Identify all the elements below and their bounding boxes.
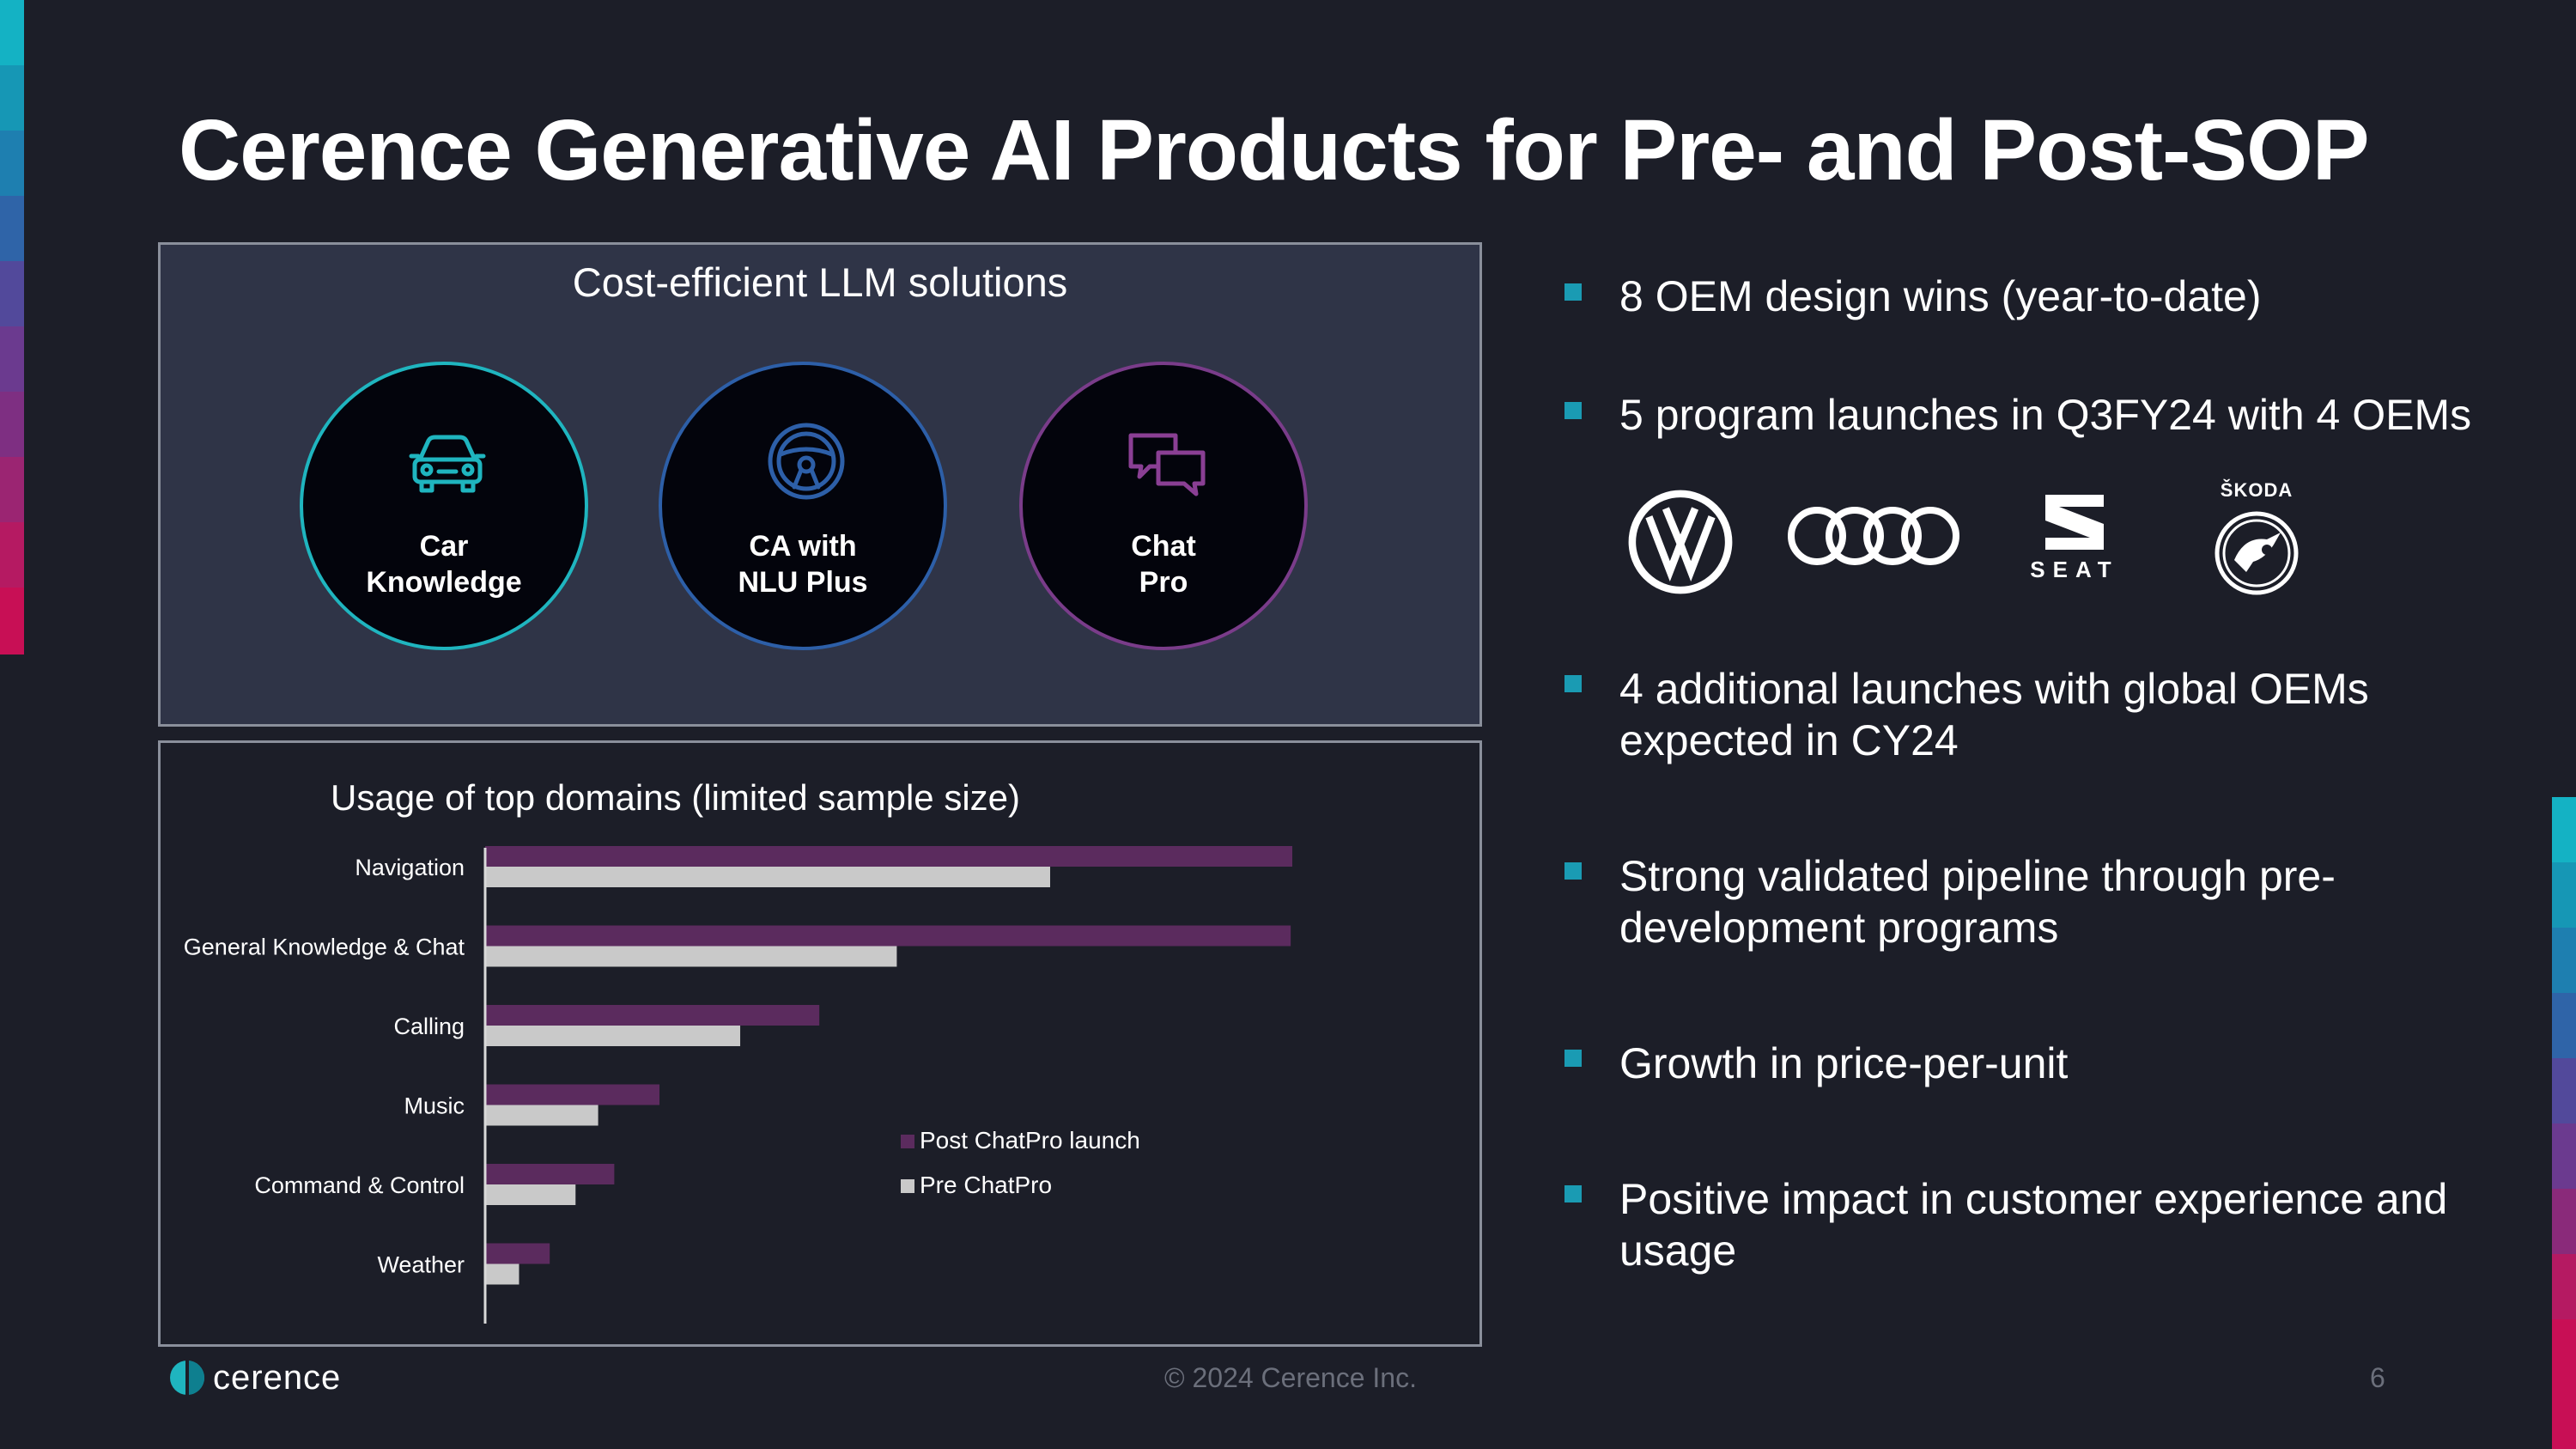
- bullet-marker: [1564, 283, 1582, 301]
- legend-label: Post ChatPro launch: [920, 1127, 1140, 1154]
- bar-pre-chatpro: [485, 1026, 741, 1046]
- product-label: Car Knowledge: [366, 530, 522, 599]
- bar-pre-chatpro: [485, 946, 897, 967]
- legend-label: Pre ChatPro: [920, 1172, 1052, 1198]
- llm-solutions-panel: Cost-efficient LLM solutions Car Knowled…: [158, 242, 1482, 727]
- bar-post-chatpro: [485, 1164, 615, 1184]
- seat-logo: SEAT: [2014, 495, 2135, 582]
- bar-post-chatpro: [485, 1084, 660, 1105]
- bullet-marker: [1564, 675, 1582, 692]
- bullet-marker: [1564, 1185, 1582, 1202]
- skoda-logo: ŠKODA: [2203, 479, 2310, 600]
- seat-wordmark: SEAT: [2030, 557, 2119, 582]
- product-chat-pro: Chat Pro: [1019, 362, 1308, 650]
- bullet-validated-pipeline: Strong validated pipeline through pre-de…: [1619, 852, 2336, 952]
- product-ca-nlu-plus: CA with NLU Plus: [659, 362, 947, 650]
- bar-post-chatpro: [485, 925, 1291, 947]
- bar-post-chatpro: [485, 1005, 820, 1026]
- bullet-marker: [1564, 862, 1582, 880]
- slide-title: Cerence Generative AI Products for Pre- …: [179, 102, 2370, 198]
- skoda-emblem-icon: [2215, 511, 2299, 595]
- category-label: Weather: [377, 1252, 465, 1278]
- product-car-knowledge: Car Knowledge: [300, 362, 588, 650]
- bar-post-chatpro: [485, 1243, 550, 1264]
- seat-emblem-icon: [2045, 495, 2104, 550]
- bar-pre-chatpro: [485, 1263, 519, 1285]
- bar-post-chatpro: [485, 846, 1292, 867]
- legend-swatch: [901, 1135, 914, 1148]
- category-label: Calling: [393, 1014, 465, 1039]
- cerence-logo-icon: [170, 1361, 204, 1395]
- llm-panel-heading: Cost-efficient LLM solutions: [572, 259, 1068, 305]
- bullet-program-launches: 5 program launches in Q3FY24 with 4 OEMs: [1619, 391, 2472, 439]
- vw-logo: [1628, 490, 1733, 594]
- audi-logo: [1788, 507, 1959, 565]
- bullet-marker: [1564, 1050, 1582, 1067]
- footer-copyright: © 2024 Cerence Inc.: [1164, 1362, 1417, 1393]
- bar-pre-chatpro: [485, 1105, 598, 1126]
- category-label: General Knowledge & Chat: [184, 935, 465, 960]
- category-label: Command & Control: [254, 1172, 465, 1198]
- product-label: CA with NLU Plus: [738, 530, 868, 599]
- steering-wheel-icon: [768, 423, 845, 500]
- bar-pre-chatpro: [485, 1184, 576, 1205]
- bar-pre-chatpro: [485, 867, 1050, 887]
- chart-title: Usage of top domains (limited sample siz…: [331, 777, 1021, 818]
- usage-bar-chart: Navigation General Knowledge & Chat Callin…: [184, 846, 1292, 1324]
- bullet-marker: [1564, 402, 1582, 419]
- chat-bubbles-icon: [1128, 433, 1206, 496]
- legend-swatch: [901, 1179, 914, 1193]
- product-label: Chat Pro: [1131, 530, 1196, 599]
- bullet-oem-design-wins: 8 OEM design wins (year-to-date): [1619, 272, 2262, 320]
- cerence-wordmark: cerence: [213, 1359, 342, 1397]
- usage-chart-panel: Usage of top domains (limited sample siz…: [158, 740, 1482, 1347]
- category-label: Navigation: [355, 855, 465, 880]
- bullet-additional-launches: 4 additional launches with global OEMs e…: [1619, 665, 2369, 764]
- bullet-customer-experience: Positive impact in customer experience a…: [1619, 1175, 2448, 1275]
- car-icon: [409, 435, 486, 493]
- skoda-wordmark: ŠKODA: [2220, 479, 2293, 501]
- category-label: Music: [404, 1093, 465, 1119]
- page-number: 6: [2370, 1362, 2385, 1393]
- bullet-price-per-unit: Growth in price-per-unit: [1619, 1039, 2069, 1087]
